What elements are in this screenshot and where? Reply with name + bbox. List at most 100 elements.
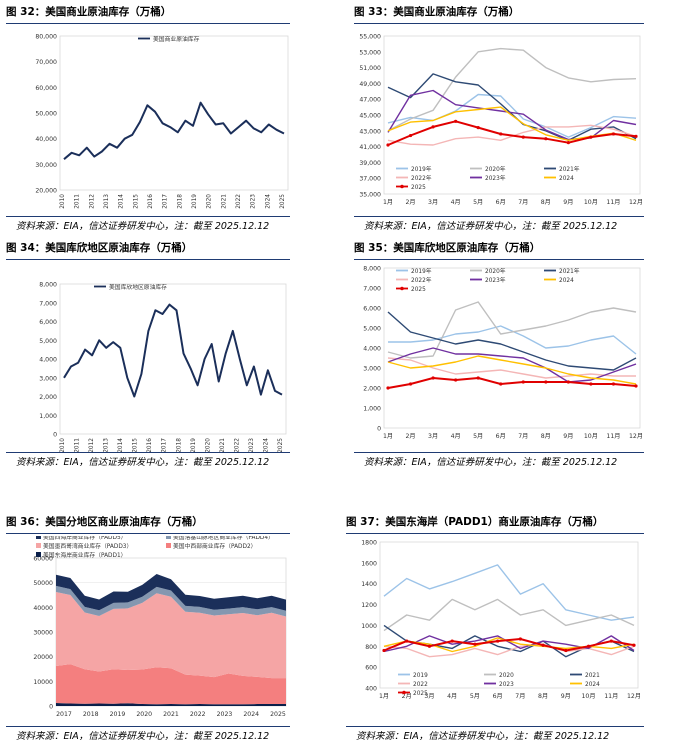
series-line-0 xyxy=(63,101,285,160)
chart-c33: 35,000 37,000 39,000 41,000 43,000 45,000 47,0… xyxy=(359,34,643,207)
x-tick-label: 12月 xyxy=(627,693,641,700)
panel-34: 图 34：美国库欣地区原油库存（万桶） 0 1,000 2,000 3,000 4,00… xyxy=(6,240,290,468)
x-tick-label: 2011 xyxy=(75,438,81,452)
x-tick-label: 2024 xyxy=(263,438,269,452)
y-tick-label: 3,000 xyxy=(39,375,57,382)
y-tick-label: 51,000 xyxy=(359,65,381,72)
x-tick-label: 1月 xyxy=(379,693,389,700)
chart-c34: 0 1,000 2,000 3,000 4,000 5,000 6,000 7,000 8,00… xyxy=(39,282,287,452)
x-tick-label: 2020 xyxy=(136,711,152,718)
series-point xyxy=(386,143,390,147)
y-tick-label: 0 xyxy=(49,704,53,711)
panel-32: 图 32：美国商业原油库存（万桶） 20,000 30,000 40,000 50,0… xyxy=(6,4,290,232)
x-tick-label: 2024 xyxy=(243,711,259,718)
series-point xyxy=(408,133,413,138)
y-tick-label: 0 xyxy=(53,432,57,439)
x-tick-label: 5月 xyxy=(473,199,483,206)
x-tick-label: 2017 xyxy=(163,194,169,209)
legend-label: 2023年 xyxy=(485,174,506,182)
legend-label: 美国中西部商业库存（PADD2） xyxy=(173,542,256,550)
y-tick-label: 800 xyxy=(365,644,377,651)
source-rule xyxy=(354,452,644,453)
series-point xyxy=(405,639,409,643)
y-tick-label: 53,000 xyxy=(359,49,381,56)
chart-c36: 0 10000 20000 30000 40000 50000 60000 2017 2018 2… xyxy=(33,536,287,718)
series-line-1 xyxy=(387,301,637,359)
source-note: 资料来源：EIA，信达证券研发中心，注：截至 2025.12.12 xyxy=(16,457,270,468)
x-tick-label: 2016 xyxy=(147,438,153,452)
title-rule xyxy=(354,23,644,24)
series-point xyxy=(541,643,545,647)
x-tick-label: 7月 xyxy=(515,693,525,700)
x-tick-label: 2020 xyxy=(205,438,211,452)
series-line-6 xyxy=(383,638,635,652)
y-tick-label: 5,000 xyxy=(363,326,381,333)
x-tick-label: 2023 xyxy=(217,711,233,718)
x-tick-label: 2017 xyxy=(162,438,168,452)
plot-frame xyxy=(379,541,639,689)
y-tick-label: 40000 xyxy=(33,605,53,612)
x-tick-label: 2018 xyxy=(83,711,99,718)
title-rule xyxy=(346,533,644,534)
x-tick-label: 8月 xyxy=(541,199,551,206)
chart-c32: 20,000 30,000 40,000 50,000 60,000 70,000 80,0… xyxy=(35,34,289,209)
x-tick-label: 9月 xyxy=(561,693,571,700)
area-padd2 xyxy=(56,664,286,705)
legend-marker xyxy=(400,184,404,189)
series-point xyxy=(408,382,413,386)
x-tick-label: 4月 xyxy=(451,433,461,440)
y-tick-label: 30,000 xyxy=(35,162,57,169)
x-tick-label: 2021 xyxy=(221,194,227,209)
chart-c35: 0 1,000 2,000 3,000 4,000 5,000 6,000 7,000 8,00… xyxy=(363,266,643,441)
series-point xyxy=(634,384,638,388)
y-tick-label: 70,000 xyxy=(35,59,57,66)
legend-label: 2019 xyxy=(413,673,428,679)
legend-label: 美国落基山脉地区商业库存（PADD4） xyxy=(173,536,274,541)
chart-title: 图 32：美国商业原油库存（万桶） xyxy=(6,6,172,18)
legend-label: 2022年 xyxy=(411,276,432,284)
series-point xyxy=(473,642,477,646)
y-tick-label: 6,000 xyxy=(39,319,57,326)
x-tick-label: 5月 xyxy=(470,693,480,700)
series-point xyxy=(589,382,593,386)
panel-35: 图 35：美国库欣地区原油库存（万桶） 0 1,000 2,000 3,000 4,00… xyxy=(354,240,644,468)
series-line-5 xyxy=(387,355,637,385)
series-point xyxy=(564,648,568,653)
x-tick-label: 2017 xyxy=(56,711,72,718)
series-point xyxy=(544,137,548,141)
legend-label: 2019年 xyxy=(411,165,432,173)
area-padd1 xyxy=(56,703,286,706)
x-tick-label: 3月 xyxy=(424,693,434,700)
x-tick-label: 11月 xyxy=(604,693,618,700)
series-line-1 xyxy=(383,598,635,632)
legend-label: 2025 xyxy=(413,691,428,697)
y-tick-label: 30000 xyxy=(33,630,53,637)
legend-label: 2024 xyxy=(585,682,600,688)
series-line-0 xyxy=(383,564,635,621)
title-rule xyxy=(354,259,644,260)
legend-label: 美国墨西哥湾商业库存（PADD3） xyxy=(43,542,132,550)
series-point xyxy=(454,378,458,382)
series-point xyxy=(609,639,613,643)
series-point xyxy=(589,135,593,139)
source-rule xyxy=(6,726,290,727)
y-tick-label: 1,000 xyxy=(39,413,57,420)
legend-label: 2023年 xyxy=(485,276,506,284)
y-tick-label: 5,000 xyxy=(39,338,57,345)
legend-label: 2024 xyxy=(559,278,574,284)
series-point xyxy=(566,141,570,145)
plot-frame xyxy=(383,35,641,195)
x-tick-label: 12月 xyxy=(629,199,643,206)
series-point xyxy=(586,644,591,648)
legend-label: 2020年 xyxy=(485,165,506,173)
series-point xyxy=(431,376,435,380)
x-tick-label: 2022 xyxy=(234,438,240,452)
x-tick-label: 2023 xyxy=(251,194,257,209)
y-tick-label: 1400 xyxy=(361,581,377,588)
y-tick-label: 8,000 xyxy=(363,266,381,273)
y-tick-label: 37,000 xyxy=(359,176,381,183)
y-tick-label: 50000 xyxy=(33,580,53,587)
y-tick-label: 35,000 xyxy=(359,192,381,199)
panel-37: 图 37：美国东海岸（PADD1）商业原油库存（万桶） 400 600 800 100… xyxy=(346,514,644,742)
y-tick-label: 49,000 xyxy=(359,81,381,88)
